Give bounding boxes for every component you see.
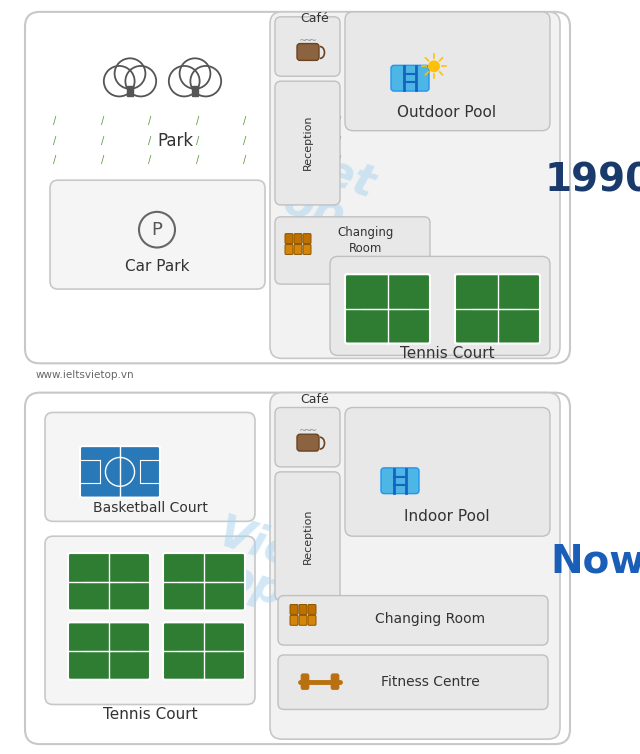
Text: Changing Room: Changing Room (375, 612, 485, 627)
Text: Reception: Reception (303, 508, 313, 564)
Text: /: / (101, 155, 104, 165)
Text: /: / (101, 116, 104, 126)
Text: /: / (148, 116, 152, 126)
FancyBboxPatch shape (303, 234, 311, 244)
Text: Changing
Room: Changing Room (338, 226, 394, 255)
FancyBboxPatch shape (25, 393, 570, 744)
FancyBboxPatch shape (68, 553, 150, 611)
Text: /: / (243, 155, 246, 165)
Text: /: / (101, 136, 104, 146)
Text: /: / (339, 136, 342, 146)
FancyBboxPatch shape (345, 274, 430, 344)
Text: /: / (53, 155, 56, 165)
FancyBboxPatch shape (285, 244, 293, 254)
Text: Café: Café (301, 12, 330, 26)
FancyBboxPatch shape (270, 12, 560, 358)
FancyBboxPatch shape (45, 412, 255, 521)
FancyBboxPatch shape (330, 256, 550, 355)
Text: ~: ~ (309, 35, 317, 45)
FancyBboxPatch shape (275, 217, 430, 284)
FancyBboxPatch shape (25, 12, 570, 363)
Polygon shape (192, 86, 198, 97)
Text: /: / (196, 155, 199, 165)
Text: /: / (339, 116, 342, 126)
FancyBboxPatch shape (297, 434, 319, 451)
FancyBboxPatch shape (80, 446, 160, 498)
FancyBboxPatch shape (163, 622, 245, 680)
FancyBboxPatch shape (275, 407, 340, 467)
FancyBboxPatch shape (163, 553, 245, 611)
Text: /: / (243, 136, 246, 146)
Polygon shape (127, 86, 133, 97)
FancyBboxPatch shape (290, 605, 298, 615)
FancyBboxPatch shape (455, 274, 540, 344)
FancyBboxPatch shape (308, 615, 316, 625)
Text: Now: Now (551, 543, 640, 581)
FancyBboxPatch shape (285, 234, 293, 244)
Text: /: / (243, 116, 246, 126)
Text: Car Park: Car Park (125, 259, 189, 274)
Text: /: / (291, 155, 294, 165)
FancyBboxPatch shape (275, 472, 340, 600)
Text: /: / (291, 136, 294, 146)
Text: ~: ~ (299, 426, 307, 437)
FancyBboxPatch shape (294, 234, 302, 244)
FancyBboxPatch shape (345, 407, 550, 536)
FancyBboxPatch shape (45, 536, 255, 704)
FancyBboxPatch shape (270, 393, 560, 739)
Text: Viet
op: Viet op (259, 135, 381, 245)
Text: /: / (148, 136, 152, 146)
Text: Indoor Pool: Indoor Pool (404, 509, 490, 524)
Text: ~: ~ (304, 426, 312, 437)
FancyBboxPatch shape (391, 66, 429, 91)
Text: Café: Café (301, 393, 330, 406)
Circle shape (428, 60, 440, 72)
FancyBboxPatch shape (290, 615, 298, 625)
Text: Park: Park (157, 132, 193, 149)
Text: ~: ~ (299, 35, 307, 45)
Text: /: / (53, 136, 56, 146)
FancyBboxPatch shape (294, 244, 302, 254)
FancyBboxPatch shape (278, 596, 548, 645)
FancyBboxPatch shape (381, 468, 419, 494)
Text: /: / (148, 155, 152, 165)
Text: 1990: 1990 (545, 162, 640, 200)
FancyBboxPatch shape (275, 17, 340, 76)
Text: Viet
op: Viet op (200, 511, 321, 621)
Text: Basketball Court: Basketball Court (93, 501, 207, 516)
Text: Tennis Court: Tennis Court (400, 346, 494, 361)
FancyBboxPatch shape (68, 622, 150, 680)
FancyBboxPatch shape (308, 605, 316, 615)
Text: /: / (196, 136, 199, 146)
Text: ~: ~ (304, 35, 312, 45)
Text: Reception: Reception (303, 115, 313, 170)
Text: /: / (339, 155, 342, 165)
Text: Fitness Centre: Fitness Centre (381, 675, 479, 688)
FancyBboxPatch shape (50, 180, 265, 289)
FancyBboxPatch shape (345, 12, 550, 130)
FancyBboxPatch shape (331, 674, 339, 690)
Text: Tennis Court: Tennis Court (102, 707, 197, 722)
FancyBboxPatch shape (301, 674, 309, 690)
FancyBboxPatch shape (299, 615, 307, 625)
Text: Outdoor Pool: Outdoor Pool (397, 106, 497, 121)
FancyBboxPatch shape (275, 81, 340, 205)
FancyBboxPatch shape (299, 605, 307, 615)
FancyBboxPatch shape (278, 655, 548, 710)
FancyBboxPatch shape (303, 244, 311, 254)
Text: ~: ~ (309, 426, 317, 437)
Text: /: / (291, 116, 294, 126)
Text: /: / (53, 116, 56, 126)
Text: /: / (196, 116, 199, 126)
FancyBboxPatch shape (297, 44, 319, 60)
Text: P: P (152, 221, 163, 239)
Text: www.ieltsvietop.vn: www.ieltsvietop.vn (35, 370, 134, 381)
